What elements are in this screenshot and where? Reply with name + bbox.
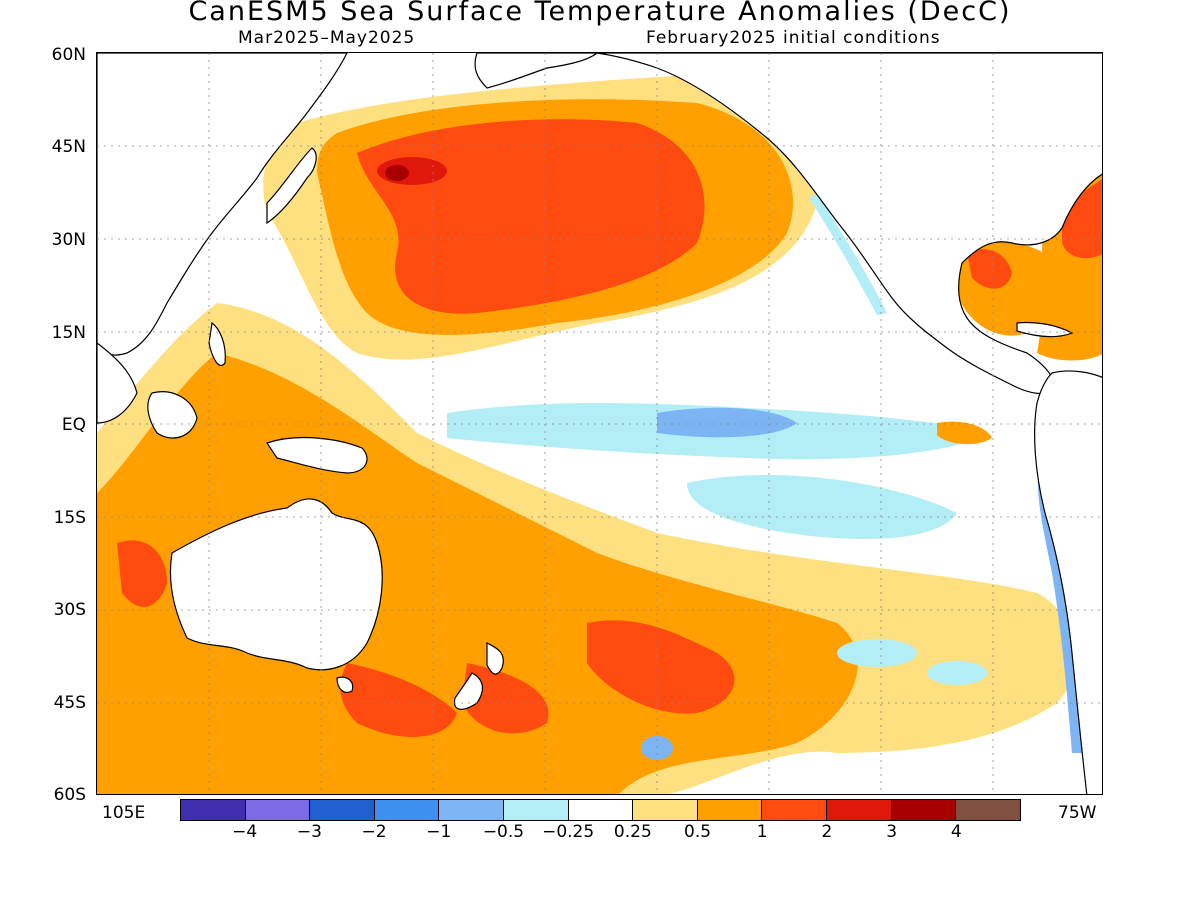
colorbar-tick-label: −0.5 xyxy=(482,822,525,842)
initial-conditions: February2025 initial conditions xyxy=(646,28,941,48)
colorbar-swatch xyxy=(956,800,1020,820)
land-masses xyxy=(97,53,1102,794)
colorbar-tick-label: −1 xyxy=(426,822,452,842)
colorbar-tick-label: 0.5 xyxy=(684,822,712,842)
colorbar-swatch xyxy=(891,800,957,820)
colorbar-swatch xyxy=(374,800,440,820)
colorbar-swatch xyxy=(504,800,569,820)
lon-label-east: 75W xyxy=(1058,803,1097,823)
colorbar-swatch xyxy=(245,800,311,820)
graticule xyxy=(97,53,1102,794)
colorbar-tick-label: −2 xyxy=(361,822,387,842)
sst-anomaly-map xyxy=(96,52,1103,795)
lat-label-15s: 15S xyxy=(53,508,86,528)
colorbar-swatch xyxy=(181,800,246,820)
colorbar-swatch xyxy=(439,800,505,820)
lat-label-30s: 30S xyxy=(53,600,86,620)
colorbar-tick-label: 2 xyxy=(821,822,833,842)
colorbar xyxy=(180,799,1021,821)
lat-label-60n: 60N xyxy=(51,45,86,65)
map-title: CanESM5 Sea Surface Temperature Anomalie… xyxy=(188,0,1012,27)
colorbar-tick-label: −3 xyxy=(296,822,322,842)
colorbar-tick-label: −0.25 xyxy=(542,822,595,842)
colorbar-tick-label: 3 xyxy=(886,822,898,842)
anomaly-field xyxy=(97,73,1102,794)
colorbar-swatch xyxy=(310,800,375,820)
colorbar-labels: −4 −3 −2 −1 −0.5 −0.25 0.25 0.5 1 2 3 4 xyxy=(180,822,1021,844)
lat-label-45n: 45N xyxy=(51,137,86,157)
lat-label-30n: 30N xyxy=(51,230,86,250)
colorbar-tick-label: 0.25 xyxy=(613,822,652,842)
colorbar-swatch xyxy=(697,800,763,820)
lat-label-15n: 15N xyxy=(51,323,86,343)
forecast-period: Mar2025–May2025 xyxy=(238,28,416,48)
colorbar-tick-label: 1 xyxy=(756,822,768,842)
lat-label-eq: EQ xyxy=(61,415,86,435)
lat-label-60s: 60S xyxy=(53,785,86,805)
colorbar-swatch xyxy=(827,800,892,820)
colorbar-tick-label: −4 xyxy=(232,822,258,842)
lon-label-west: 105E xyxy=(102,803,146,823)
colorbar-swatch xyxy=(568,800,634,820)
colorbar-tick-label: 4 xyxy=(950,822,962,842)
colorbar-swatch xyxy=(762,800,828,820)
colorbar-swatch xyxy=(633,800,698,820)
lat-label-45s: 45S xyxy=(53,693,86,713)
